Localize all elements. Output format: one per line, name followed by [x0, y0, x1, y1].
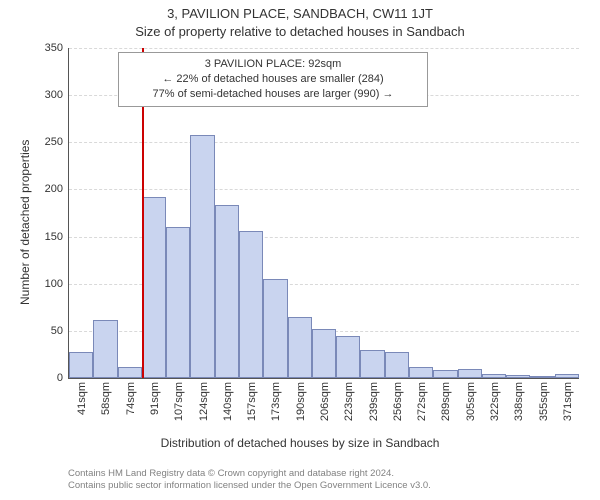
- x-tick-label: 157sqm: [246, 378, 258, 421]
- x-tick-label: 124sqm: [198, 378, 210, 421]
- y-tick-label: 50: [51, 325, 69, 337]
- y-tick-label: 0: [57, 372, 69, 384]
- x-tick-label: 239sqm: [368, 378, 380, 421]
- histogram-bar: [336, 336, 360, 378]
- footer-line-1: Contains HM Land Registry data © Crown c…: [68, 468, 431, 480]
- histogram-bar: [142, 197, 166, 378]
- x-tick-label: 74sqm: [125, 378, 137, 415]
- x-tick-label: 272sqm: [416, 378, 428, 421]
- histogram-bar: [69, 352, 93, 378]
- histogram-bar: [263, 279, 287, 378]
- histogram-bar: [433, 370, 457, 378]
- footer-line-2: Contains public sector information licen…: [68, 480, 431, 492]
- footer-attribution: Contains HM Land Registry data © Crown c…: [68, 468, 431, 493]
- gridline: [69, 142, 579, 143]
- x-tick-label: 41sqm: [76, 378, 88, 415]
- x-tick-label: 190sqm: [295, 378, 307, 421]
- x-axis-label: Distribution of detached houses by size …: [0, 436, 600, 450]
- histogram-bar: [288, 317, 312, 378]
- property-callout: 3 PAVILION PLACE: 92sqm ← 22% of detache…: [118, 52, 428, 107]
- x-tick-label: 305sqm: [465, 378, 477, 421]
- gridline: [69, 48, 579, 49]
- x-tick-label: 173sqm: [270, 378, 282, 421]
- callout-line-2: ← 22% of detached houses are smaller (28…: [125, 72, 421, 87]
- histogram-bar: [93, 320, 117, 378]
- histogram-bar: [312, 329, 336, 378]
- chart-title-main: 3, PAVILION PLACE, SANDBACH, CW11 1JT: [0, 6, 600, 21]
- x-tick-label: 107sqm: [173, 378, 185, 421]
- y-tick-label: 150: [45, 231, 69, 243]
- chart-title-sub: Size of property relative to detached ho…: [0, 24, 600, 39]
- histogram-bar: [239, 231, 263, 378]
- y-tick-label: 100: [45, 278, 69, 290]
- y-tick-label: 250: [45, 136, 69, 148]
- callout-line-1: 3 PAVILION PLACE: 92sqm: [125, 57, 421, 72]
- histogram-bar: [166, 227, 190, 378]
- histogram-bar: [385, 352, 409, 378]
- x-tick-label: 256sqm: [392, 378, 404, 421]
- gridline: [69, 189, 579, 190]
- x-tick-label: 91sqm: [149, 378, 161, 415]
- x-tick-label: 140sqm: [222, 378, 234, 421]
- x-tick-label: 322sqm: [489, 378, 501, 421]
- histogram-bar: [360, 350, 384, 378]
- histogram-bar: [409, 367, 433, 378]
- y-tick-label: 200: [45, 183, 69, 195]
- x-tick-label: 223sqm: [343, 378, 355, 421]
- x-tick-label: 355sqm: [538, 378, 550, 421]
- x-tick-label: 206sqm: [319, 378, 331, 421]
- x-tick-label: 371sqm: [562, 378, 574, 421]
- y-tick-label: 300: [45, 89, 69, 101]
- x-tick-label: 338sqm: [513, 378, 525, 421]
- x-tick-label: 289sqm: [440, 378, 452, 421]
- y-axis-label: Number of detached properties: [18, 140, 32, 305]
- histogram-bar: [190, 135, 214, 378]
- histogram-bar: [458, 369, 482, 378]
- histogram-bar: [118, 367, 142, 378]
- y-tick-label: 350: [45, 42, 69, 54]
- x-tick-label: 58sqm: [100, 378, 112, 415]
- callout-line-3: 77% of semi-detached houses are larger (…: [125, 87, 421, 102]
- histogram-bar: [215, 205, 239, 378]
